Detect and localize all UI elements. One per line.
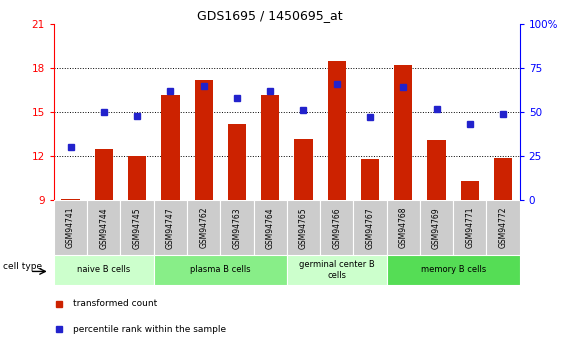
- Text: GSM94764: GSM94764: [266, 207, 275, 248]
- Text: GSM94745: GSM94745: [133, 207, 141, 248]
- Text: GSM94769: GSM94769: [432, 207, 441, 248]
- Text: GSM94762: GSM94762: [199, 207, 208, 248]
- Bar: [320, 200, 353, 255]
- Bar: [394, 65, 412, 200]
- Bar: [253, 200, 287, 255]
- Bar: [361, 159, 379, 200]
- Bar: [294, 139, 312, 200]
- Bar: [420, 200, 453, 255]
- Text: plasma B cells: plasma B cells: [190, 265, 250, 275]
- Text: GSM94741: GSM94741: [66, 207, 75, 248]
- Text: naive B cells: naive B cells: [77, 265, 131, 275]
- Bar: [387, 255, 520, 285]
- Bar: [486, 200, 520, 255]
- Bar: [287, 200, 320, 255]
- Bar: [87, 200, 120, 255]
- Bar: [328, 61, 346, 200]
- Bar: [494, 158, 512, 200]
- Text: GSM94771: GSM94771: [465, 207, 474, 248]
- Bar: [194, 80, 213, 200]
- Bar: [353, 200, 387, 255]
- Bar: [228, 124, 246, 200]
- Text: GSM94768: GSM94768: [399, 207, 408, 248]
- Text: germinal center B
cells: germinal center B cells: [299, 260, 375, 280]
- Bar: [461, 181, 479, 200]
- Text: GSM94766: GSM94766: [332, 207, 341, 248]
- Text: memory B cells: memory B cells: [420, 265, 486, 275]
- Bar: [427, 140, 446, 200]
- Text: GSM94763: GSM94763: [232, 207, 241, 248]
- Bar: [261, 95, 279, 200]
- Text: GSM94772: GSM94772: [499, 207, 508, 248]
- Text: GSM94747: GSM94747: [166, 207, 175, 248]
- Text: GDS1695 / 1450695_at: GDS1695 / 1450695_at: [197, 9, 343, 22]
- Text: GSM94744: GSM94744: [99, 207, 108, 248]
- Bar: [287, 255, 387, 285]
- Bar: [387, 200, 420, 255]
- Bar: [187, 200, 220, 255]
- Bar: [54, 255, 154, 285]
- Text: transformed count: transformed count: [73, 299, 157, 308]
- Bar: [154, 200, 187, 255]
- Bar: [453, 200, 486, 255]
- Text: GSM94767: GSM94767: [366, 207, 374, 248]
- Bar: [128, 156, 147, 200]
- Bar: [95, 149, 113, 200]
- Text: GSM94765: GSM94765: [299, 207, 308, 248]
- Bar: [54, 200, 87, 255]
- Text: cell type: cell type: [3, 262, 42, 271]
- Bar: [161, 95, 179, 200]
- Bar: [120, 200, 154, 255]
- Text: percentile rank within the sample: percentile rank within the sample: [73, 325, 225, 334]
- Bar: [154, 255, 287, 285]
- Bar: [220, 200, 253, 255]
- Bar: [61, 199, 80, 200]
